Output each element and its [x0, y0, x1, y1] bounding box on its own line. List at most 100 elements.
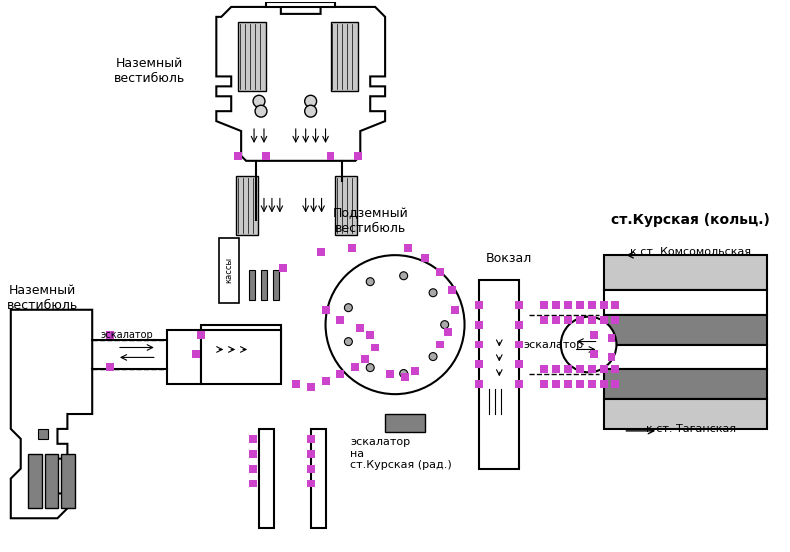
Bar	[540, 316, 548, 323]
Bar	[604, 315, 767, 344]
Bar	[249, 450, 257, 458]
Bar	[588, 365, 596, 373]
Text: Подземный
вестибюль: Подземный вестибюль	[333, 208, 408, 235]
Bar	[371, 343, 379, 352]
Bar	[201, 330, 281, 384]
Bar	[564, 316, 572, 323]
Bar	[249, 465, 257, 473]
Circle shape	[429, 353, 437, 360]
Text: к ст. Таганская: к ст. Таганская	[646, 424, 736, 434]
Bar	[220, 238, 239, 303]
Bar	[193, 351, 201, 358]
Bar	[600, 316, 608, 323]
Circle shape	[325, 255, 465, 394]
Text: Наземный
вестибюль: Наземный вестибюль	[115, 57, 186, 86]
Bar	[576, 365, 584, 373]
Bar	[238, 22, 266, 91]
Bar	[28, 454, 42, 508]
Circle shape	[441, 321, 449, 328]
Bar	[386, 370, 394, 378]
Bar	[552, 365, 560, 373]
Bar	[330, 22, 359, 91]
Bar	[38, 429, 47, 439]
Bar	[552, 316, 560, 323]
Bar	[600, 365, 608, 373]
Text: эскалатор
на
ст.Курская (рад.): эскалатор на ст.Курская (рад.)	[350, 437, 452, 470]
Bar	[608, 333, 615, 342]
Bar	[604, 344, 767, 369]
Polygon shape	[201, 325, 281, 379]
Bar	[106, 363, 114, 371]
Bar	[401, 373, 409, 381]
Bar	[476, 341, 483, 348]
Circle shape	[253, 95, 265, 107]
Bar	[515, 341, 523, 348]
Bar	[576, 301, 584, 309]
Text: к ст. Комсомольская: к ст. Комсомольская	[630, 247, 751, 257]
Circle shape	[400, 370, 408, 378]
Bar	[552, 380, 560, 388]
Bar	[608, 353, 615, 362]
Bar	[234, 152, 242, 160]
Bar	[356, 323, 364, 332]
Bar	[604, 399, 767, 429]
Bar	[259, 429, 274, 528]
Bar	[476, 360, 483, 368]
Bar	[348, 244, 356, 252]
Bar	[106, 331, 114, 338]
Text: кассы: кассы	[224, 257, 234, 283]
Bar	[604, 255, 767, 290]
Circle shape	[400, 272, 408, 280]
Bar	[198, 331, 205, 338]
Bar	[515, 321, 523, 328]
Bar	[355, 152, 363, 160]
Bar	[361, 355, 369, 363]
Bar	[604, 290, 767, 315]
Bar	[476, 321, 483, 328]
Bar	[62, 454, 75, 508]
Bar	[292, 380, 299, 388]
Bar	[249, 480, 257, 487]
Polygon shape	[216, 7, 385, 161]
Bar	[515, 301, 523, 309]
Bar	[307, 465, 314, 473]
Text: Наземный
вестибюль: Наземный вестибюль	[7, 284, 78, 312]
Bar	[450, 306, 458, 314]
Text: эскалатор: эскалатор	[524, 339, 584, 349]
Bar	[444, 328, 452, 336]
Bar	[279, 264, 287, 272]
Bar	[307, 383, 314, 391]
Bar	[576, 380, 584, 388]
Bar	[322, 377, 329, 385]
Circle shape	[255, 105, 267, 117]
Circle shape	[305, 95, 317, 107]
Bar	[564, 301, 572, 309]
Bar	[476, 380, 483, 388]
Circle shape	[305, 105, 317, 117]
Bar	[540, 380, 548, 388]
Circle shape	[367, 278, 374, 285]
Bar	[552, 301, 560, 309]
Bar	[600, 380, 608, 388]
Bar	[600, 301, 608, 309]
Bar	[436, 341, 444, 348]
Text: Вокзал: Вокзал	[486, 252, 532, 265]
Bar	[261, 270, 267, 300]
Bar	[236, 176, 258, 235]
Bar	[167, 330, 201, 384]
Bar	[249, 435, 257, 443]
Bar	[515, 360, 523, 368]
Bar	[588, 301, 596, 309]
Circle shape	[561, 317, 616, 372]
Bar	[310, 429, 325, 528]
Bar	[367, 331, 374, 338]
Bar	[337, 370, 344, 378]
Bar	[322, 306, 329, 314]
Bar	[404, 244, 412, 252]
Bar	[611, 380, 619, 388]
Polygon shape	[266, 2, 336, 7]
Circle shape	[367, 364, 374, 371]
Bar	[436, 268, 444, 276]
Bar	[588, 316, 596, 323]
Bar	[611, 316, 619, 323]
